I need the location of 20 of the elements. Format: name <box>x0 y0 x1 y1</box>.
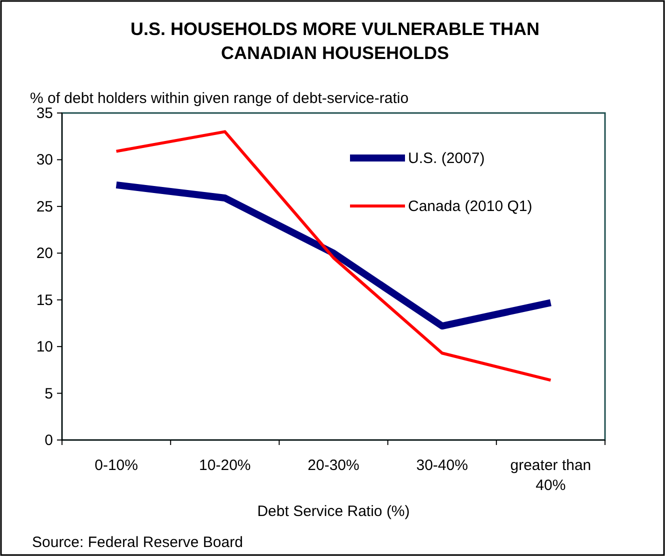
y-axis-title: % of debt holders within given range of debt-service-ratio <box>30 90 409 107</box>
legend-label: U.S. (2007) <box>408 150 485 167</box>
chart-title: U.S. HOUSEHOLDS MORE VULNERABLE THAN CANADIAN HOUSEHOLDS <box>130 19 540 63</box>
y-tick-label: 15 <box>36 292 53 309</box>
y-tick-label: 5 <box>44 385 53 402</box>
y-tick-label: 30 <box>36 152 53 169</box>
legend-label: Canada (2010 Q1) <box>408 198 532 215</box>
x-axis-title: Debt Service Ratio (%) <box>257 503 410 520</box>
x-tick-label: 20-30% <box>308 457 360 474</box>
y-tick-label: 0 <box>44 432 53 449</box>
y-tick-label: 20 <box>36 245 53 262</box>
x-tick-label: 0-10% <box>94 457 138 474</box>
y-tick-label: 25 <box>36 198 53 216</box>
x-tick-label: greater than 40% <box>510 457 592 494</box>
y-tick-label: 35 <box>36 105 53 122</box>
source-note: Source: Federal Reserve Board <box>32 534 243 551</box>
x-tick-label: 30-40% <box>416 457 468 474</box>
line-series <box>114 130 552 382</box>
x-tick-label: 10-20% <box>199 457 251 474</box>
y-tick-label: 10 <box>36 338 53 356</box>
